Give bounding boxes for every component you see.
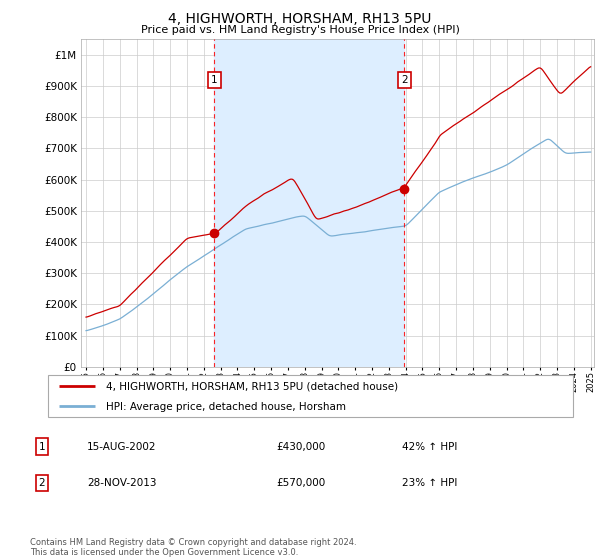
Text: 28-NOV-2013: 28-NOV-2013 — [87, 478, 157, 488]
Text: 1: 1 — [211, 75, 218, 85]
Text: £430,000: £430,000 — [276, 442, 325, 451]
Text: 4, HIGHWORTH, HORSHAM, RH13 5PU: 4, HIGHWORTH, HORSHAM, RH13 5PU — [169, 12, 431, 26]
FancyBboxPatch shape — [48, 375, 573, 417]
Text: HPI: Average price, detached house, Horsham: HPI: Average price, detached house, Hors… — [106, 402, 346, 412]
Text: 42% ↑ HPI: 42% ↑ HPI — [402, 442, 457, 451]
Text: 4, HIGHWORTH, HORSHAM, RH13 5PU (detached house): 4, HIGHWORTH, HORSHAM, RH13 5PU (detache… — [106, 382, 398, 392]
Bar — [214, 39, 404, 367]
Text: Price paid vs. HM Land Registry's House Price Index (HPI): Price paid vs. HM Land Registry's House … — [140, 25, 460, 35]
Text: 15-AUG-2002: 15-AUG-2002 — [87, 442, 157, 451]
Text: 23% ↑ HPI: 23% ↑ HPI — [402, 478, 457, 488]
Text: Contains HM Land Registry data © Crown copyright and database right 2024.
This d: Contains HM Land Registry data © Crown c… — [30, 538, 356, 557]
Text: 2: 2 — [38, 478, 46, 488]
Text: 1: 1 — [38, 442, 46, 451]
Text: 2: 2 — [401, 75, 407, 85]
Text: £570,000: £570,000 — [276, 478, 325, 488]
